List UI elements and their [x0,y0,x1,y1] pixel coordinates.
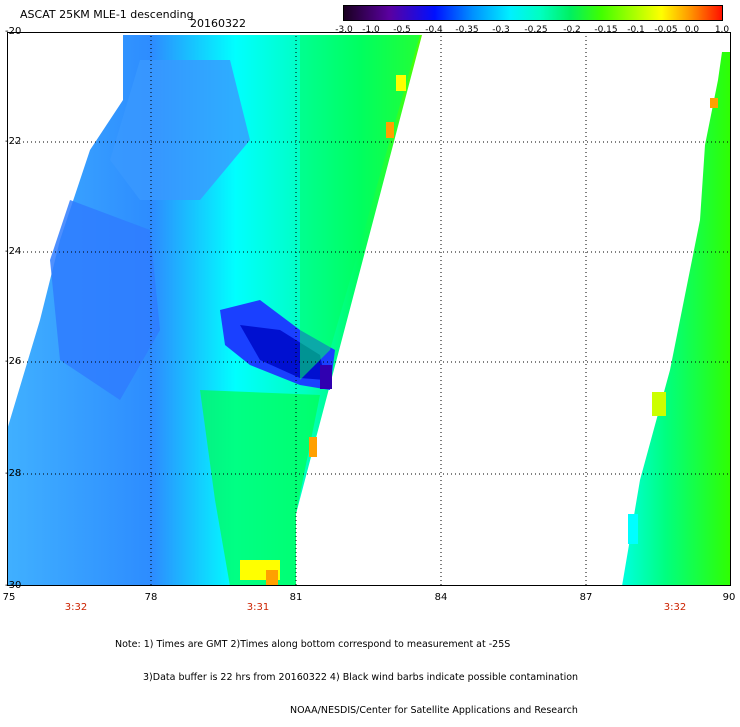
orange-spot [309,437,317,457]
colorbar-tick-label: -0.25 [524,25,548,35]
lat-label: -24 [5,246,22,257]
pass-time: 3:32 [663,602,687,613]
lon-label: 84 [434,592,448,603]
yellow-spot [396,75,406,91]
colorbar-tick-label: -0.4 [425,25,443,35]
colorbar-tick-label: 0.0 [684,25,700,35]
lat-label: -26 [5,356,22,367]
lon-label: 87 [579,592,593,603]
colorbar-tick-label: -3.0 [335,25,353,35]
green-band-east [300,35,420,380]
colorbar-tick-label: -0.05 [654,25,678,35]
lon-label: 81 [289,592,303,603]
swath-map [7,32,731,586]
lat-label: -20 [5,26,22,37]
footer-note: Note: 1) Times are GMT 2)Times along bot… [115,617,578,727]
lon-label: 75 [2,592,16,603]
orange-spot [266,570,278,586]
swath-right [622,52,731,586]
blue-region-west [50,200,160,400]
pass-time: 3:32 [64,602,88,613]
pass-time: 3:31 [246,602,270,613]
lon-label: 78 [144,592,158,603]
colorbar-ticks: -3.0 -1.0 -0.5 -0.4 -0.35 -0.3 -0.25 -0.2 -0.15-… [330,25,730,37]
colorbar-tick-label: -0.2 [563,25,581,35]
cyan-spot [628,514,638,544]
colorbar-tick-label: -0.35 [455,25,479,35]
orange-spot [386,122,394,138]
purple-spot [320,365,332,389]
note-line-2: 3)Data buffer is 22 hrs from 20160322 4)… [143,672,579,683]
note-line-1: Note: 1) Times are GMT 2)Times along bot… [115,639,511,650]
graticule [7,32,731,586]
colorbar-tick-label: -0.15 [594,25,618,35]
lat-label: -22 [5,136,22,147]
colorbar-tick-label: -1.0 [362,25,380,35]
colorbar-tick-label: -0.5 [393,25,411,35]
blue-region-northwest [110,60,250,200]
lon-label: 90 [722,592,736,603]
colorbar-tick-label: 1.0 [714,25,730,35]
plot-frame [7,32,731,586]
lat-label: -28 [5,468,22,479]
yellow-spot [652,392,666,416]
colorbar-tick-label: -0.3 [492,25,510,35]
colorbar-tick-label: -0.1 [627,25,645,35]
product-title: ASCAT 25KM MLE-1 descending [20,8,194,21]
lat-label: -30 [5,580,22,591]
green-band-south [200,390,320,586]
colorbar [343,5,723,21]
product-date: 20160322 [190,17,246,30]
orange-spot [710,98,718,108]
note-line-3: NOAA/NESDIS/Center for Satellite Applica… [290,705,578,716]
